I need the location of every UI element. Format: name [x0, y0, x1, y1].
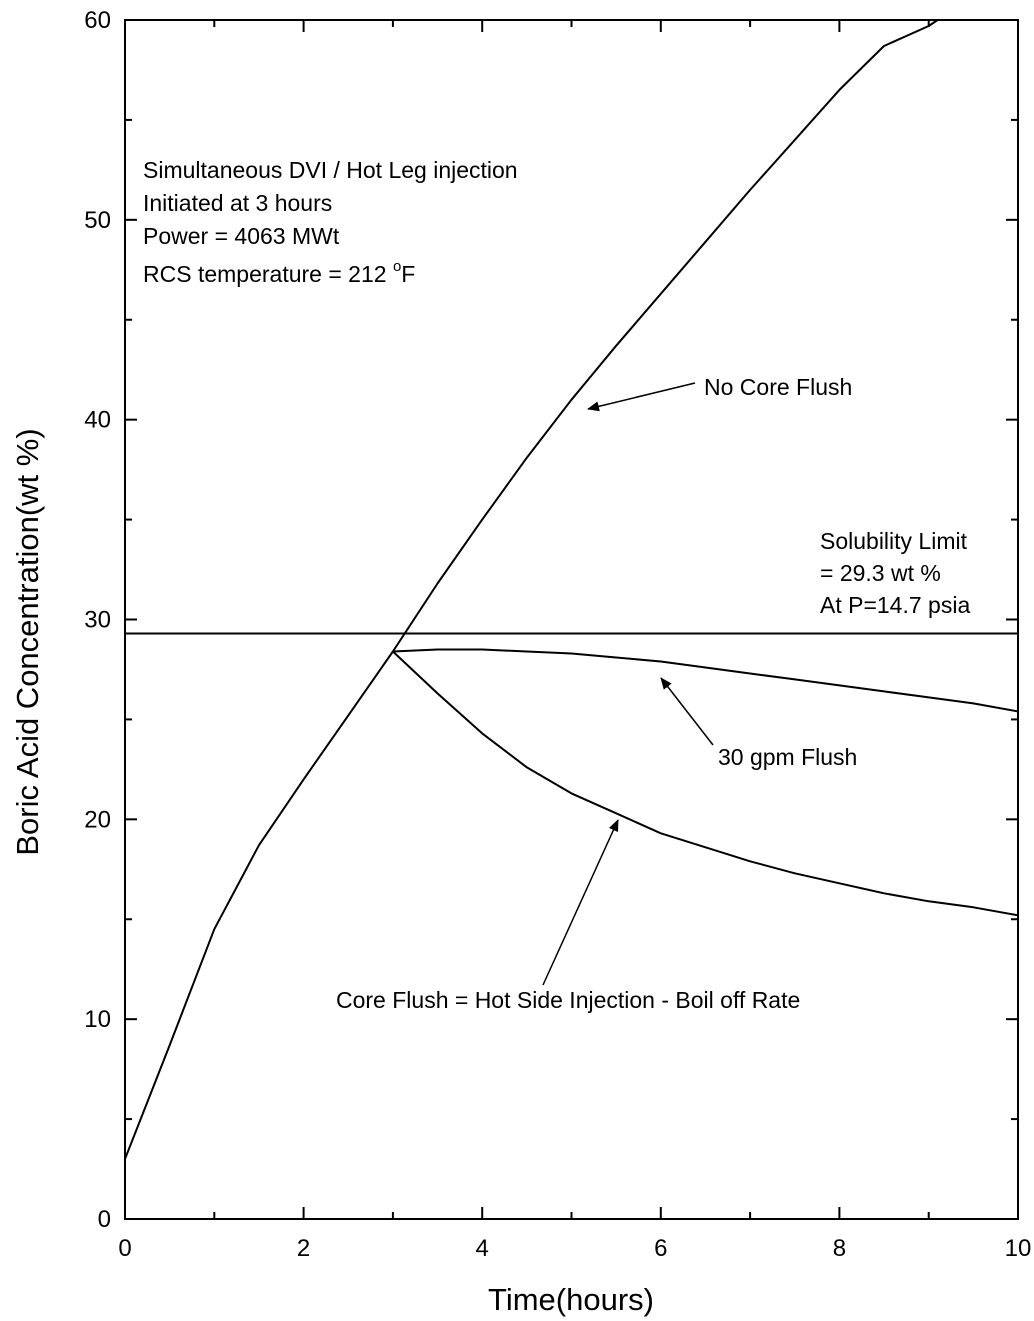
y-tick-label: 10: [84, 1006, 111, 1033]
degree-symbol: o: [393, 258, 401, 275]
info-line-1: Simultaneous DVI / Hot Leg injection: [143, 157, 518, 183]
info-line-2: Initiated at 3 hours: [143, 190, 332, 216]
info-line-4-prefix: RCS temperature = 212: [143, 261, 393, 287]
x-tick-label: 4: [476, 1235, 489, 1262]
info-line-4-unit: F: [401, 261, 415, 287]
x-tick-label: 8: [833, 1235, 846, 1262]
y-tick-label: 50: [84, 207, 111, 234]
solubility-label-3: At P=14.7 psia: [820, 592, 970, 618]
x-tick-label: 2: [297, 1235, 310, 1262]
y-tick-label: 0: [98, 1206, 111, 1233]
x-tick-label: 10: [1005, 1235, 1032, 1262]
x-tick-label: 6: [654, 1235, 667, 1262]
series-layer: [124, 19, 1019, 1160]
y-axis-title: Boric Acid Concentration(wt %): [10, 428, 45, 855]
info-line-3: Power = 4063 MWt: [143, 223, 340, 249]
solubility-label-1: Solubility Limit: [820, 528, 968, 554]
x-tick-label: 0: [118, 1235, 131, 1262]
flush-30gpm-label: 30 gpm Flush: [718, 744, 857, 770]
y-tick-label: 30: [84, 607, 111, 634]
flush-30gpm-arrow: [660, 677, 714, 746]
x-axis-ticks: 0 2 4 6 8 10: [118, 20, 1031, 1262]
y-tick-label: 60: [84, 7, 111, 34]
no-core-flush-label: No Core Flush: [704, 374, 852, 400]
info-line-4: RCS temperature = 212 oF: [143, 258, 415, 287]
core-flush-line: [392, 650, 1019, 917]
y-tick-label: 40: [84, 407, 111, 434]
no-core-flush-arrow: [587, 382, 696, 412]
core-flush-arrow: [542, 819, 619, 986]
solubility-label-2: = 29.3 wt %: [820, 560, 941, 586]
core-flush-label: Core Flush = Hot Side Injection - Boil o…: [336, 987, 800, 1013]
y-tick-label: 20: [84, 806, 111, 833]
flush-30gpm-line: [392, 648, 1019, 713]
x-axis-title: Time(hours): [488, 1282, 654, 1317]
no-core-flush-line: [124, 19, 939, 1160]
y-axis-ticks: 0 10 20 30 40 50 60: [84, 7, 1018, 1233]
